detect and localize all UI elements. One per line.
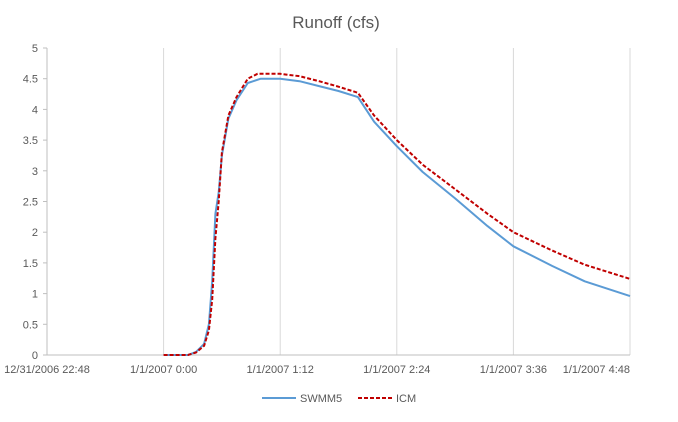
- x-tick-label: 1/1/2007 2:24: [363, 364, 430, 376]
- y-tick-label: 1.5: [23, 258, 38, 270]
- y-tick-label: 3.5: [23, 135, 38, 147]
- x-tick-label: 1/1/2007 3:36: [480, 364, 547, 376]
- x-tick-label: 1/1/2007 1:12: [247, 364, 314, 376]
- y-tick-label: 4.5: [23, 74, 38, 86]
- series-line-icm: [163, 72, 631, 356]
- y-tick-label: 4: [32, 104, 38, 116]
- y-tick-label: 2.5: [23, 197, 38, 209]
- series-line-swmm5: [163, 77, 631, 356]
- grid-lines: [46, 48, 631, 355]
- chart-title: Runoff (cfs): [292, 13, 380, 32]
- legend: SWMM5 ICM: [262, 393, 416, 405]
- legend-label-swmm5: SWMM5: [300, 393, 342, 405]
- y-tick-label: 0: [32, 350, 38, 362]
- series-lines: [163, 72, 631, 356]
- axes: 12/31/2006 22:48 1/1/2007 0:00 1/1/2007 1:…: [4, 43, 630, 376]
- legend-label-icm: ICM: [396, 393, 416, 405]
- y-tick-label: 2: [32, 227, 38, 239]
- y-tick-label: 3: [32, 166, 38, 178]
- x-tick-label: 12/31/2006 22:48: [4, 364, 90, 376]
- x-tick-label: 1/1/2007 0:00: [130, 364, 197, 376]
- y-tick-label: 5: [32, 43, 38, 55]
- y-tick-label: 1: [32, 289, 38, 301]
- y-tick-label: 0.5: [23, 319, 38, 331]
- x-tick-label: 1/1/2007 4:48: [563, 364, 630, 376]
